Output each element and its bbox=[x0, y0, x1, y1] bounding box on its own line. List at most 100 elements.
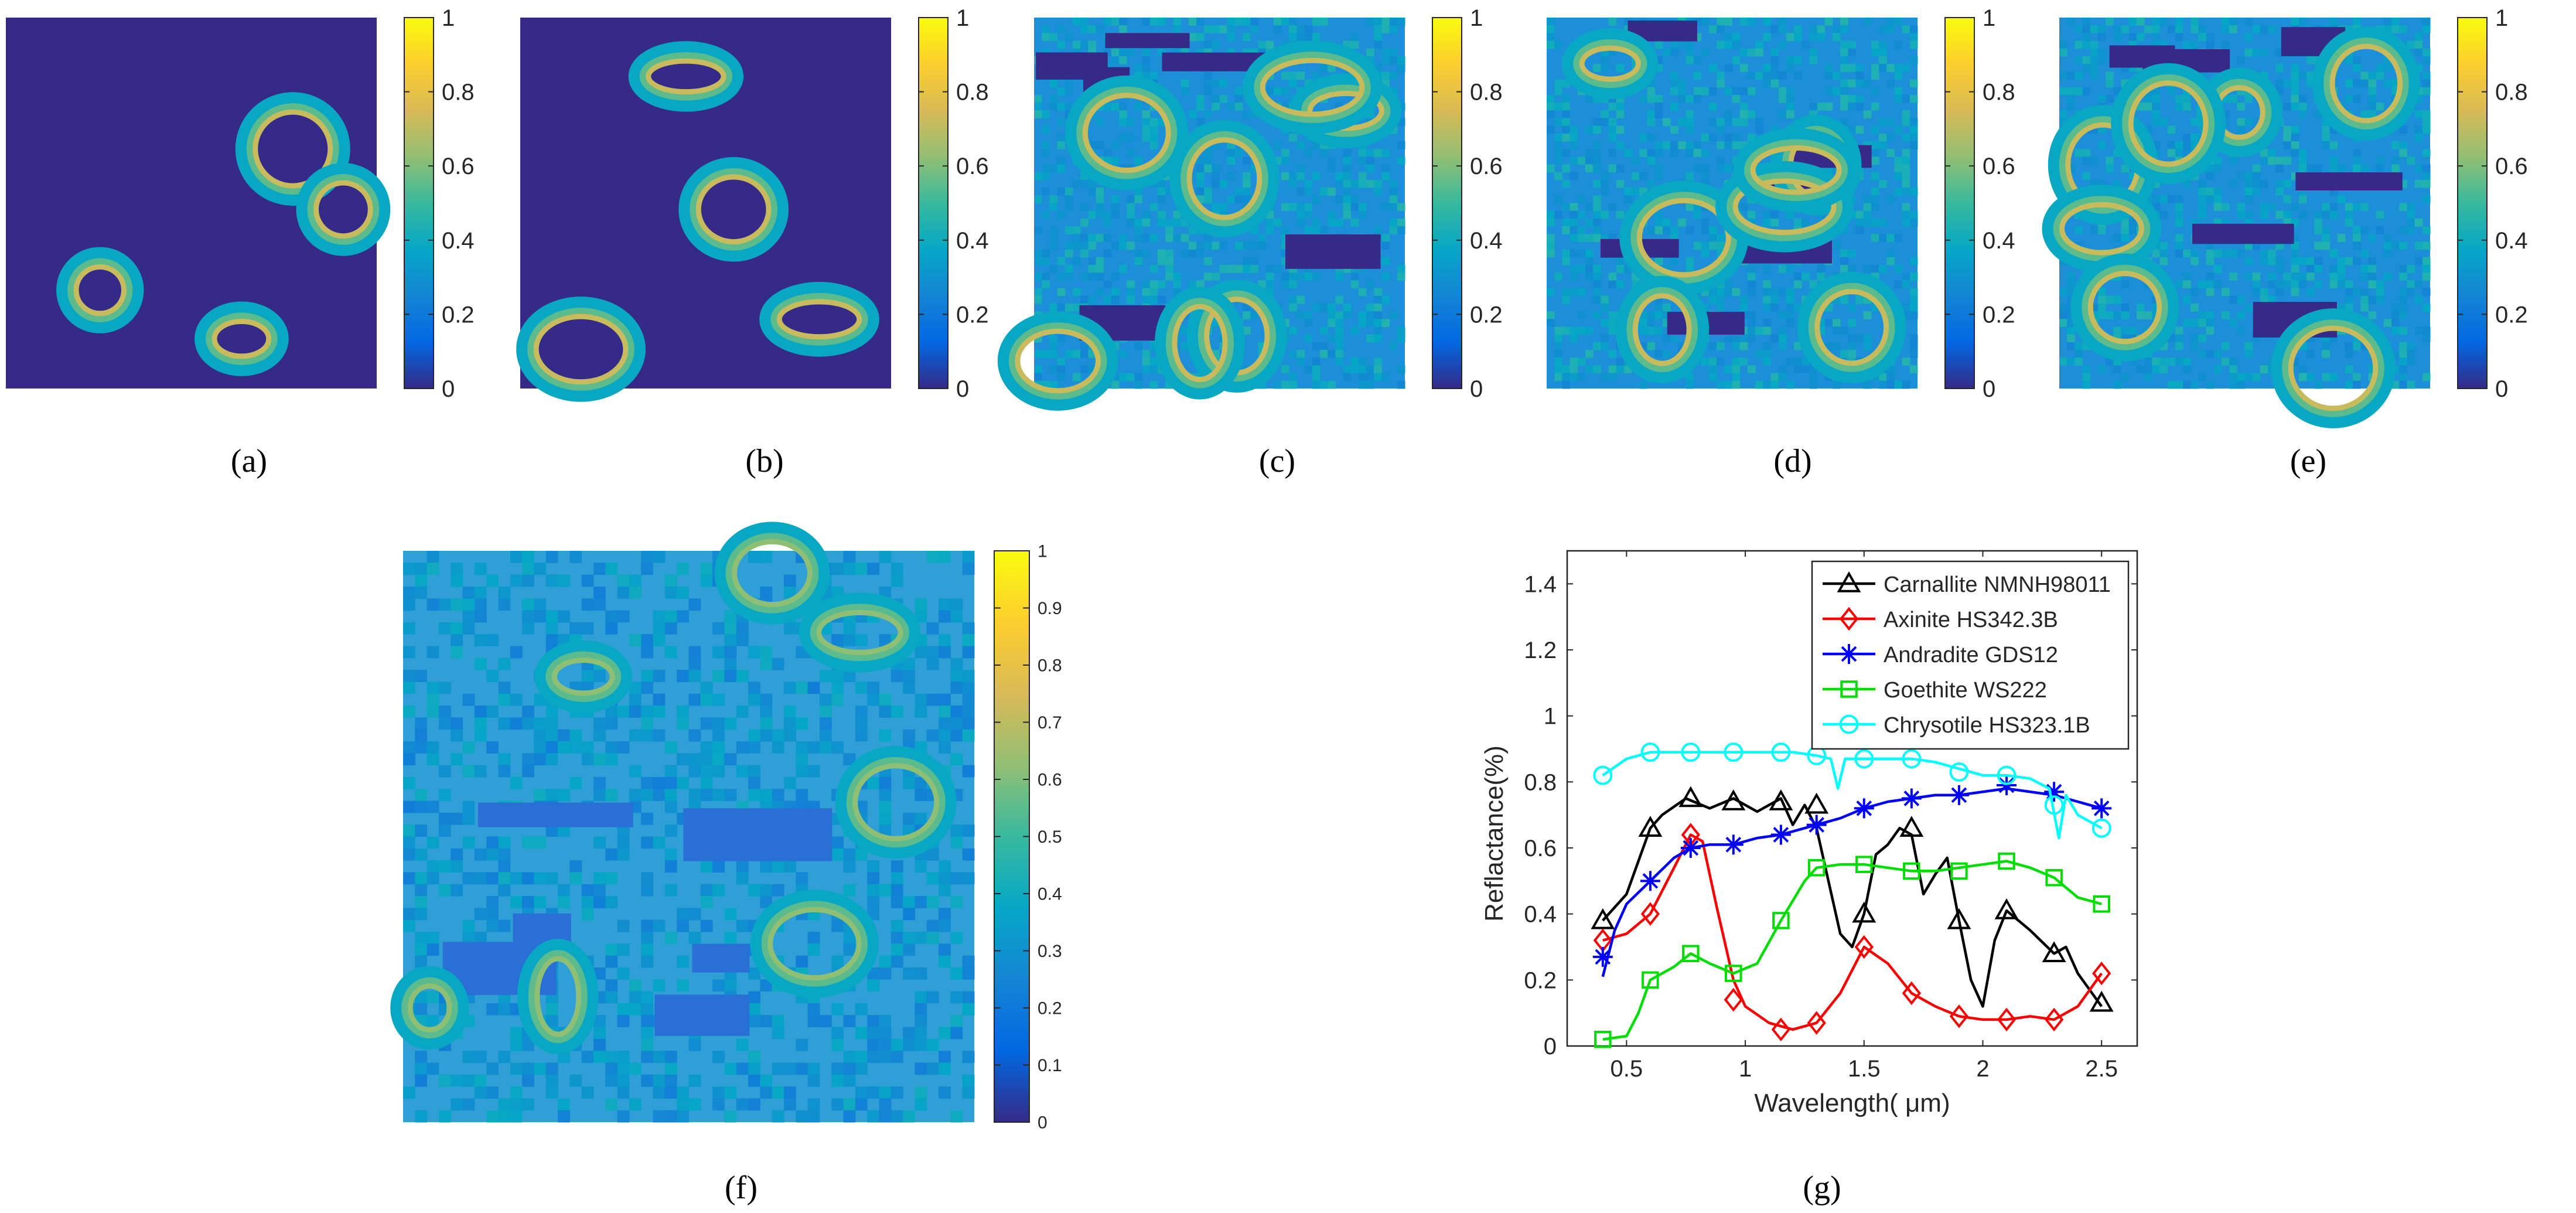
heatmap-cell bbox=[1662, 350, 1671, 358]
heatmap-cell bbox=[593, 753, 606, 766]
heatmap-cell bbox=[2206, 326, 2215, 335]
heatmap-cell bbox=[677, 717, 689, 730]
heatmap-cell bbox=[2422, 118, 2431, 127]
heatmap-cell bbox=[1786, 295, 1794, 304]
heatmap-cell bbox=[1350, 280, 1359, 289]
heatmap-cell bbox=[1243, 257, 1251, 265]
heatmap-cell bbox=[760, 693, 773, 706]
heatmap-cell bbox=[1616, 164, 1625, 173]
heatmap-cell bbox=[2337, 272, 2346, 281]
heatmap-cell bbox=[1593, 218, 1601, 227]
heatmap-cell bbox=[1350, 40, 1359, 49]
heatmap-cell bbox=[1662, 118, 1671, 127]
heatmap-cell bbox=[1886, 195, 1895, 203]
heatmap-cell bbox=[831, 682, 844, 694]
colorbar-tick-label: 1 bbox=[2495, 5, 2508, 31]
heatmap-cell bbox=[1165, 272, 1173, 281]
heatmap-cell bbox=[1879, 133, 1887, 142]
heatmap-cell bbox=[451, 574, 463, 587]
heatmap-cell bbox=[1049, 226, 1058, 234]
heatmap-cell bbox=[2329, 265, 2338, 273]
heatmap-cell bbox=[1902, 380, 1910, 389]
heatmap-cell bbox=[1119, 265, 1127, 273]
heatmap-cell bbox=[1562, 149, 1571, 157]
heatmap-cell bbox=[1149, 71, 1158, 80]
heatmap-cell bbox=[1763, 342, 1771, 350]
heatmap-cell bbox=[1343, 365, 1352, 374]
heatmap-cell bbox=[617, 1074, 630, 1087]
heatmap-cell bbox=[1593, 342, 1601, 350]
data-point bbox=[2042, 941, 2066, 963]
heatmap-cell bbox=[1639, 172, 1647, 180]
heatmap-cell bbox=[1204, 149, 1212, 157]
heatmap-cell bbox=[1894, 265, 1903, 273]
heatmap-cell bbox=[831, 1003, 844, 1016]
heatmap-cell bbox=[2075, 87, 2083, 96]
heatmap-cell bbox=[1119, 234, 1127, 242]
heatmap-cell bbox=[1593, 295, 1601, 304]
heatmap-cell bbox=[1343, 203, 1352, 212]
heatmap-cell bbox=[581, 896, 594, 908]
heatmap-cell bbox=[950, 682, 963, 694]
heatmap-cell bbox=[1134, 218, 1143, 227]
series-4 bbox=[1593, 742, 2111, 840]
panel-b: 00.20.40.60.81 (b) bbox=[516, 5, 989, 479]
heatmap-cell bbox=[1243, 18, 1251, 26]
heatmap-cell bbox=[1879, 234, 1887, 242]
y-axis-label: Reflactance(%) bbox=[1480, 745, 1509, 922]
heatmap-cell bbox=[593, 598, 606, 611]
heatmap-cell bbox=[605, 943, 618, 956]
heatmap-cell bbox=[1770, 71, 1779, 80]
heatmap-cell bbox=[1173, 210, 1182, 219]
heatmap-cell bbox=[712, 622, 725, 635]
heatmap-cell bbox=[1381, 164, 1390, 173]
heatmap-cell bbox=[2198, 179, 2207, 188]
heatmap-cell bbox=[1103, 103, 1112, 111]
heatmap-cell bbox=[1770, 218, 1779, 227]
heatmap-cell bbox=[2368, 295, 2377, 304]
heatmap-cell bbox=[1057, 357, 1066, 366]
heatmap-cell bbox=[1328, 64, 1336, 72]
heatmap-ring bbox=[307, 173, 380, 245]
heatmap-ring bbox=[1573, 39, 1647, 88]
heatmap-cell bbox=[1374, 25, 1382, 33]
caption-d: (d) bbox=[1773, 443, 1811, 479]
heatmap-cell bbox=[593, 586, 606, 599]
heatmap-cell bbox=[593, 836, 606, 849]
heatmap-cell bbox=[1127, 48, 1135, 57]
heatmap-cell bbox=[486, 1003, 499, 1016]
heatmap-cell bbox=[1778, 265, 1787, 273]
heatmap-cell bbox=[831, 1062, 844, 1075]
heatmap-cell bbox=[1366, 280, 1374, 289]
heatmap-cell bbox=[2198, 319, 2207, 327]
heatmap-cell bbox=[903, 729, 915, 742]
heatmap-cell bbox=[1234, 103, 1243, 111]
colorbar-tick-label: 0 bbox=[1470, 376, 1483, 402]
heatmap-cell bbox=[641, 563, 654, 575]
heatmap-cell bbox=[2082, 380, 2091, 389]
heatmap-cell bbox=[1350, 179, 1359, 188]
heatmap-cell bbox=[1840, 103, 1848, 111]
heatmap-cell bbox=[415, 563, 428, 575]
heatmap-cell bbox=[2422, 326, 2431, 335]
heatmap-cell bbox=[2360, 79, 2369, 88]
heatmap-cell bbox=[700, 896, 713, 908]
heatmap-cell bbox=[1701, 149, 1710, 157]
heatmap-cell bbox=[1049, 79, 1058, 88]
heatmap-cell bbox=[1358, 210, 1367, 219]
heatmap-ring bbox=[534, 956, 582, 1037]
heatmap-cell bbox=[617, 1051, 630, 1063]
heatmap-cell bbox=[1662, 141, 1671, 149]
heatmap-cell bbox=[2229, 94, 2237, 103]
heatmap-cell bbox=[807, 682, 820, 694]
heatmap-cell bbox=[1794, 33, 1802, 42]
heatmap-cell bbox=[700, 860, 713, 873]
heatmap-cell bbox=[962, 1051, 975, 1063]
heatmap-cell bbox=[748, 646, 760, 659]
panel-g: 0.5 1 1.5 2 2.500.20.40.60.811.21.4Wavelengt… bbox=[1480, 550, 2138, 1206]
heatmap-cell bbox=[474, 657, 487, 670]
heatmap-cell bbox=[486, 848, 499, 861]
heatmap-cell bbox=[712, 884, 725, 897]
heatmap-cell bbox=[1281, 149, 1289, 157]
heatmap-cell bbox=[1243, 265, 1251, 273]
